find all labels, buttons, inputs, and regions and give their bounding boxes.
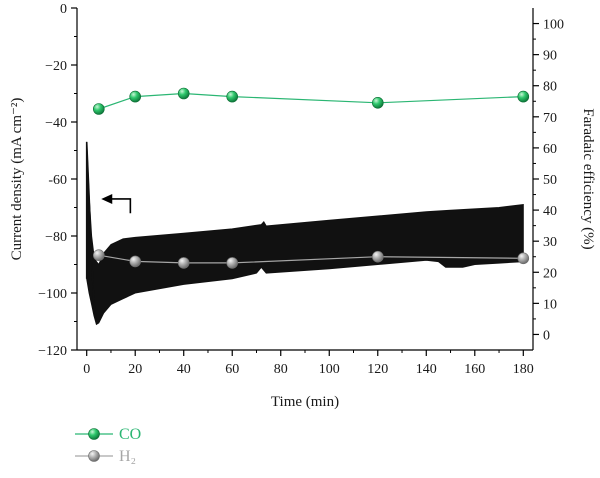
right-tick-label: 100 bbox=[543, 18, 564, 33]
right-tick-label: 60 bbox=[543, 142, 557, 157]
right-tick-label: 80 bbox=[543, 80, 557, 95]
current-density-band bbox=[86, 141, 524, 326]
right-tick-label: 70 bbox=[543, 111, 557, 126]
series-point-co bbox=[371, 97, 384, 109]
bottom-tick-label: 0 bbox=[83, 362, 90, 377]
bottom-tick-label: 40 bbox=[177, 362, 191, 377]
left-tick-label: −120 bbox=[38, 344, 67, 359]
series-point-co bbox=[517, 90, 530, 103]
legend-marker-co bbox=[88, 428, 100, 440]
right-axis-title: Faradaic efficiency (%) bbox=[580, 108, 596, 249]
legend-label-h2: H₂ bbox=[119, 448, 136, 465]
right-tick-label: 50 bbox=[543, 173, 557, 188]
series-point-co bbox=[177, 87, 190, 100]
right-tick-label: 30 bbox=[543, 235, 557, 250]
series-point-h2 bbox=[226, 257, 238, 269]
bottom-tick-label: 60 bbox=[225, 362, 239, 377]
bottom-tick-label: 140 bbox=[416, 362, 437, 377]
series-point-co bbox=[129, 90, 141, 103]
x-axis-title: Time (min) bbox=[271, 394, 339, 410]
series-point-h2 bbox=[371, 250, 384, 263]
series-line-co bbox=[98, 92, 524, 110]
series-point-h2 bbox=[129, 255, 141, 268]
series-point-co bbox=[226, 90, 238, 103]
legend-marker-h2 bbox=[88, 450, 100, 462]
left-tick-label: −100 bbox=[38, 287, 67, 302]
right-tick-label: 90 bbox=[543, 49, 557, 64]
right-tick-label: 0 bbox=[543, 328, 550, 343]
left-tick-label: 0 bbox=[60, 2, 67, 17]
bottom-tick-label: 120 bbox=[367, 362, 388, 377]
bottom-tick-label: 100 bbox=[319, 362, 340, 377]
left-tick-label: -60 bbox=[48, 173, 67, 188]
series-point-h2 bbox=[177, 257, 190, 269]
series-line-h2 bbox=[98, 254, 524, 264]
right-tick-label: 20 bbox=[543, 266, 557, 281]
left-tick-label: −40 bbox=[45, 116, 67, 131]
bottom-tick-label: 80 bbox=[274, 362, 288, 377]
legend-label-co: CO bbox=[119, 426, 141, 443]
series-point-co bbox=[93, 103, 105, 115]
left-axis-title: Current density (mA cm⁻²) bbox=[9, 98, 25, 261]
series-point-h2 bbox=[517, 252, 530, 265]
left-tick-label: −80 bbox=[45, 230, 67, 245]
legend: CO H₂ bbox=[75, 426, 141, 465]
bottom-tick-label: 180 bbox=[513, 362, 534, 377]
series-point-h2 bbox=[93, 249, 105, 261]
faradaic-series-layer bbox=[93, 87, 530, 269]
bottom-tick-label: 160 bbox=[464, 362, 485, 377]
bottom-tick-label: 20 bbox=[128, 362, 142, 377]
arrow-line bbox=[111, 198, 132, 214]
current-density-layer bbox=[85, 141, 524, 326]
axes-layer: 0 −20 −40 -60 −80 −100 −120 0 10 20 30 40 50 60 70 80 90… bbox=[9, 2, 596, 410]
right-tick-label: 40 bbox=[543, 204, 557, 219]
current-density-spike bbox=[85, 141, 98, 322]
right-tick-label: 10 bbox=[543, 297, 557, 312]
left-tick-label: −20 bbox=[45, 59, 67, 74]
arrow-head bbox=[101, 193, 113, 204]
